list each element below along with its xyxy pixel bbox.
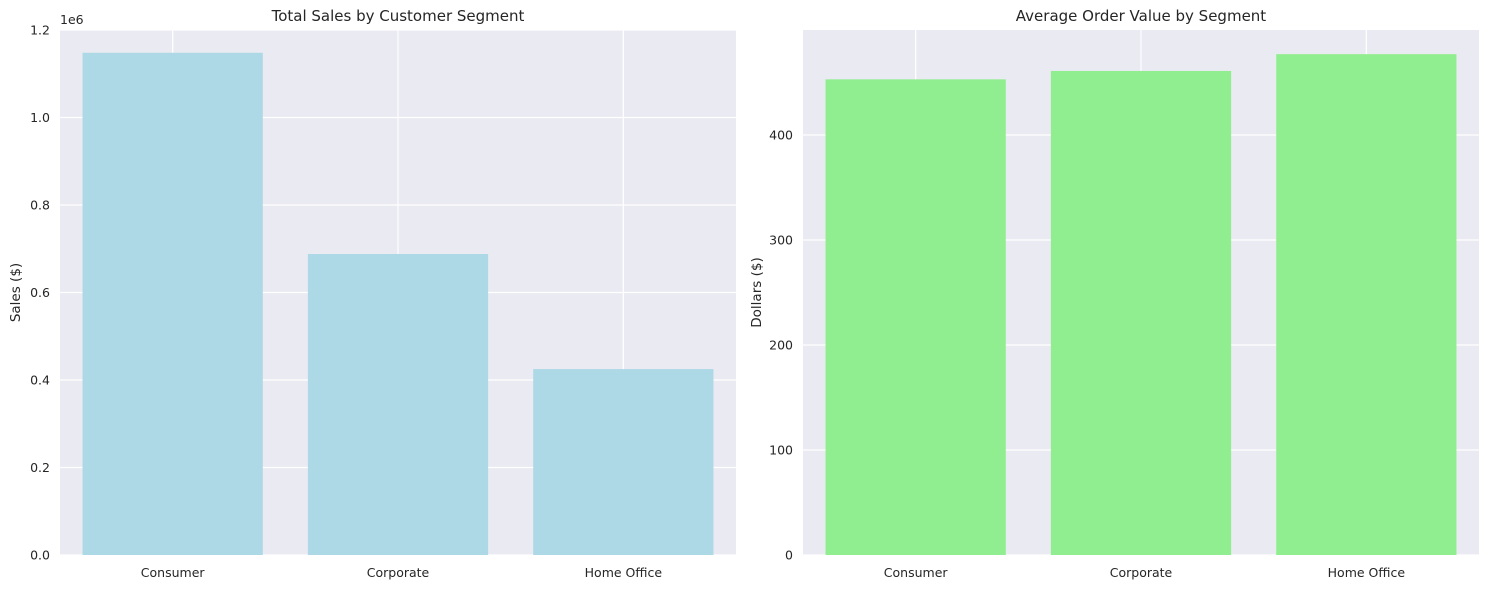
x-tick-label: Corporate — [367, 565, 430, 580]
chart-title: Total Sales by Customer Segment — [271, 7, 525, 25]
bar-consumer — [825, 79, 1006, 555]
bar-corporate — [307, 254, 489, 555]
x-tick-label: Home Office — [585, 565, 663, 580]
y-tick-label: 0.8 — [30, 198, 50, 213]
bar-corporate — [1050, 70, 1232, 555]
y-tick-label: 0.6 — [30, 285, 50, 300]
x-tick-label: Home Office — [1328, 565, 1406, 580]
chart-title: Average Order Value by Segment — [1016, 7, 1267, 25]
x-tick-label: Corporate — [1110, 565, 1173, 580]
y-tick-label: 0.4 — [30, 373, 50, 388]
y-axis-label: Dollars ($) — [749, 257, 765, 327]
y-tick-label: 0.2 — [30, 460, 50, 475]
y-tick-label: 1.2 — [30, 23, 50, 38]
bar-consumer — [82, 52, 263, 555]
bar-home-office — [1276, 54, 1457, 556]
y-tick-label: 0 — [785, 548, 793, 563]
y-tick-label: 100 — [769, 443, 793, 458]
y-tick-label: 1.0 — [30, 110, 50, 125]
y-tick-label: 300 — [769, 233, 793, 248]
y-tick-label: 400 — [769, 128, 793, 143]
bar-home-office — [533, 369, 714, 555]
y-tick-label: 0.0 — [30, 548, 50, 563]
y-axis-label: Sales ($) — [8, 263, 24, 322]
x-tick-label: Consumer — [141, 565, 206, 580]
y-tick-label: 200 — [769, 338, 793, 353]
chart-2: 0 100 200 300 400 Consumer Corporate Home Offic… — [749, 7, 1479, 580]
chart-1: 0.0 0.2 0.4 0.6 0.8 1.0 1.2 Consumer Corporate Ho… — [8, 7, 736, 580]
y-scale-offset: 1e6 — [60, 12, 84, 27]
x-tick-label: Consumer — [884, 565, 949, 580]
